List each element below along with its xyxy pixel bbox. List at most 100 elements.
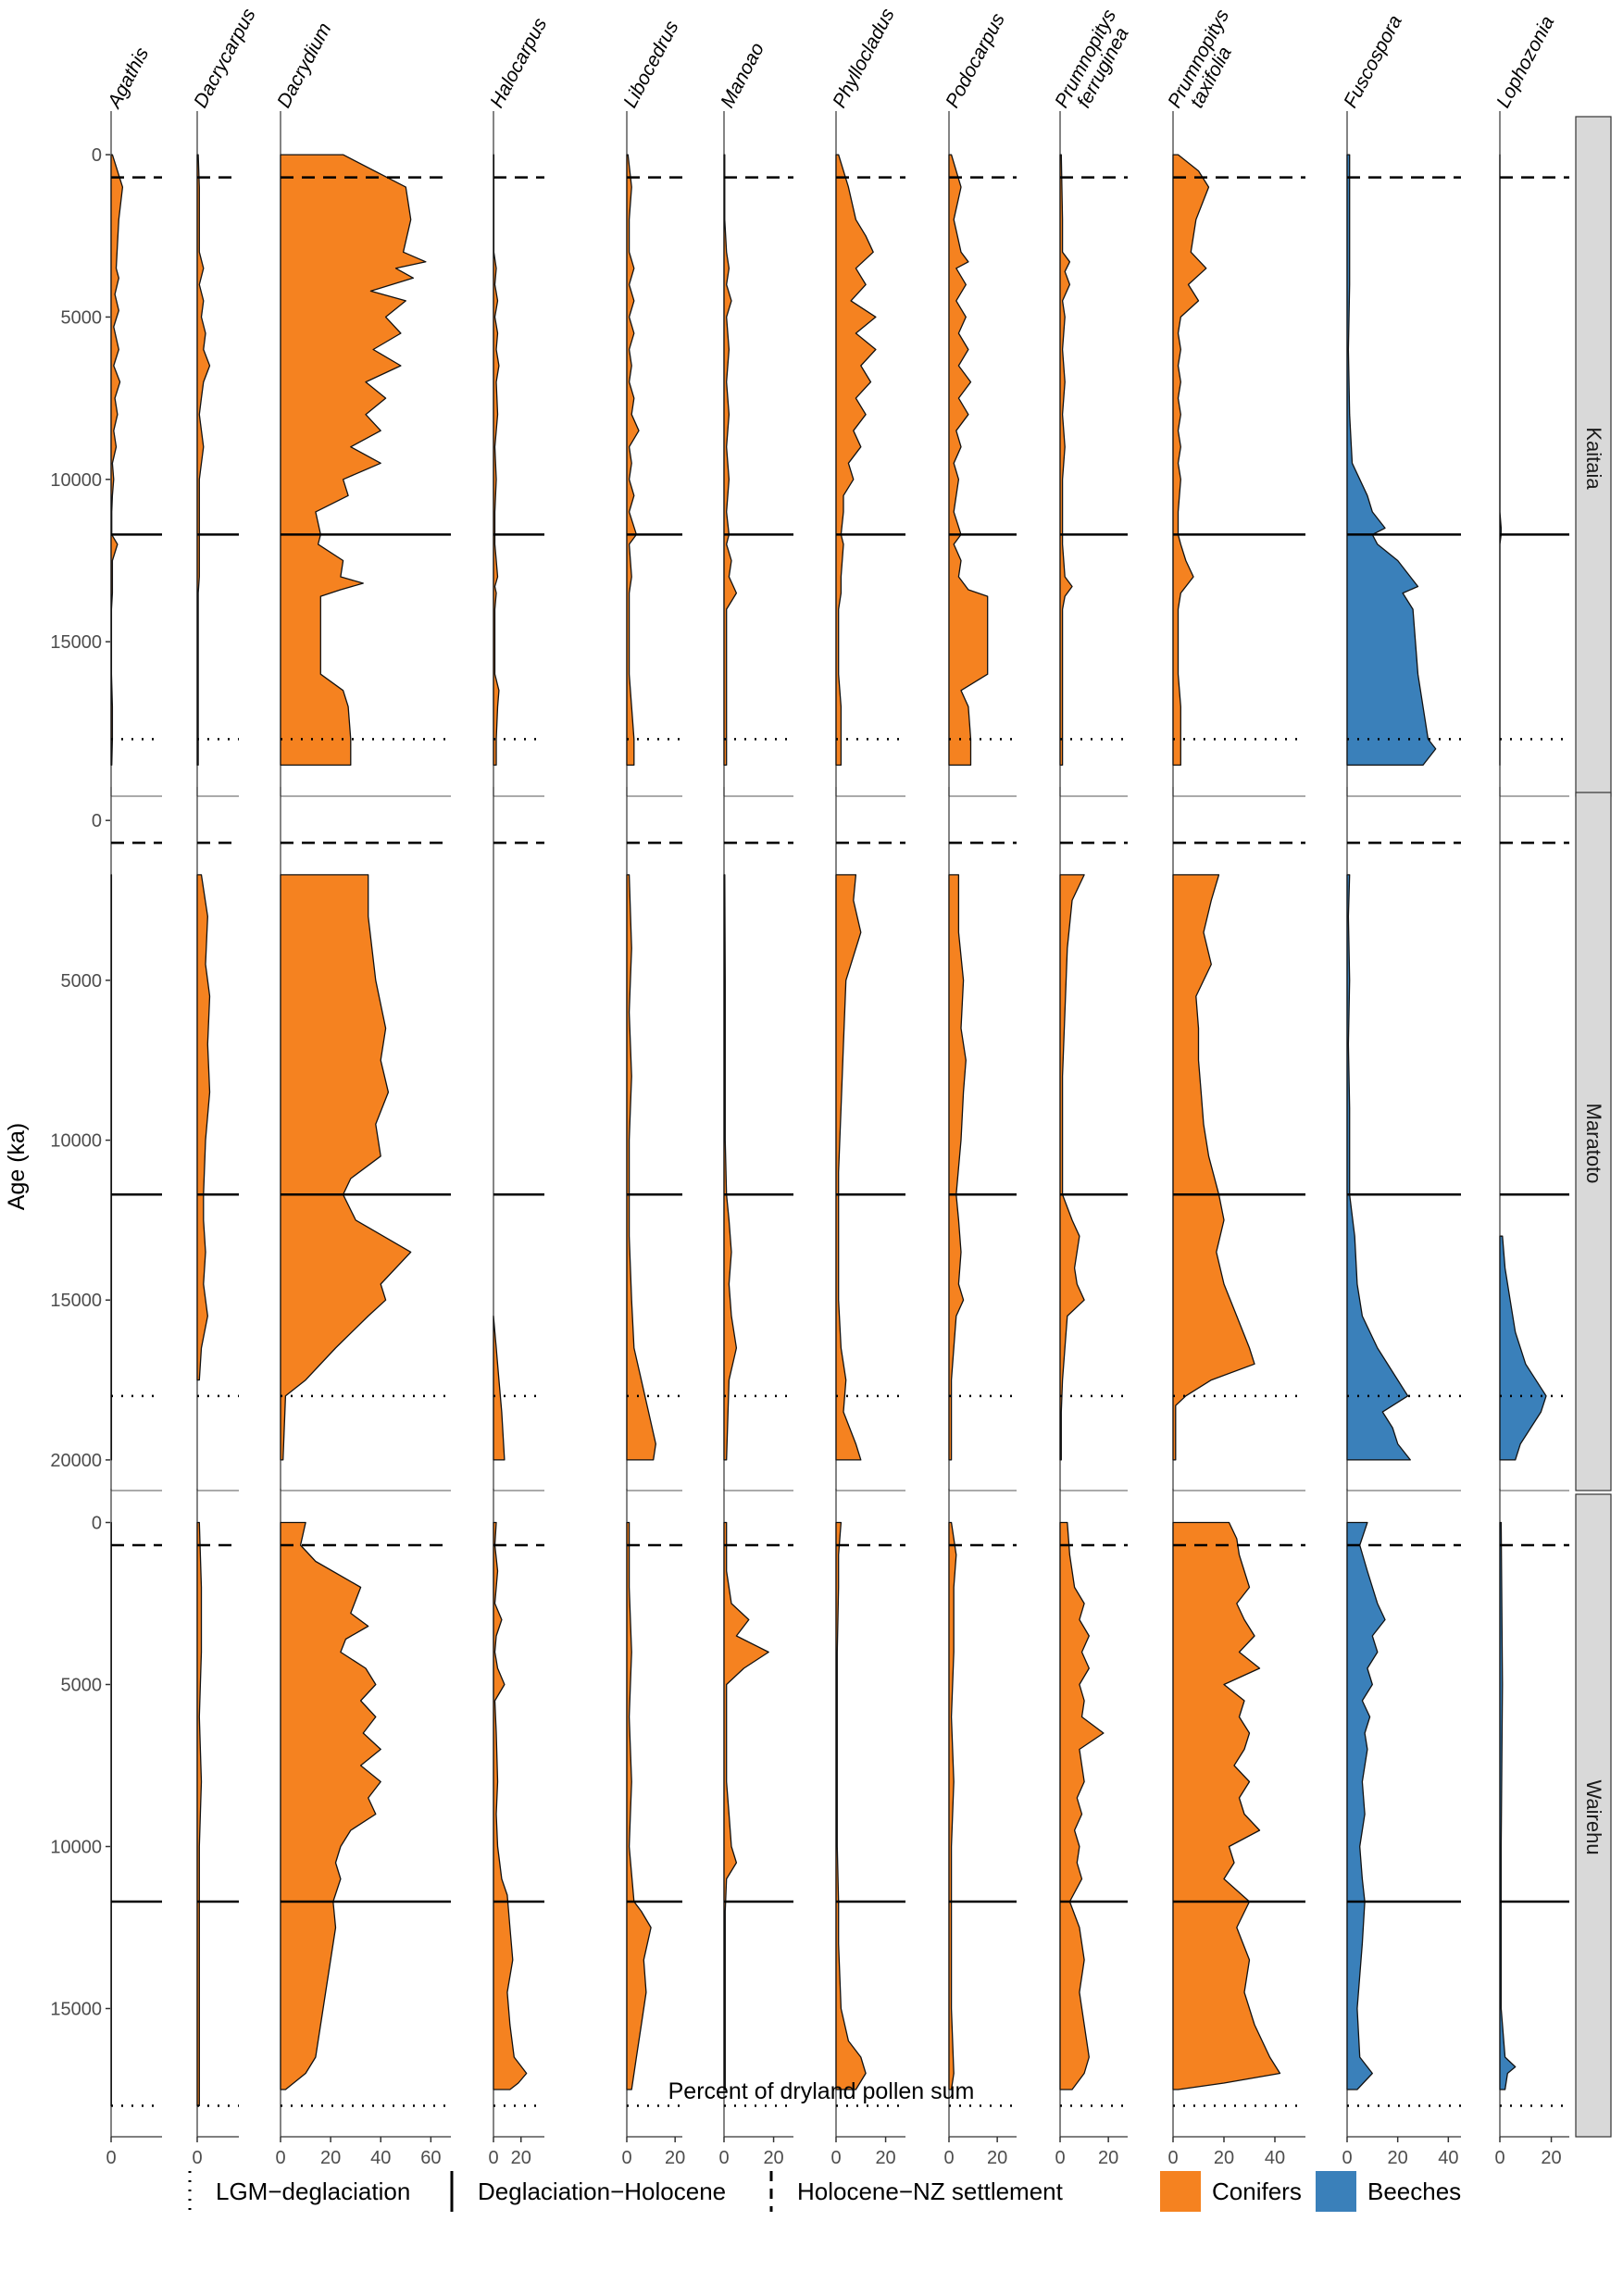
y-axis-title: Age (ka) (4, 1123, 30, 1210)
panel-wairehu-lophozonia: 0 20 (1494, 1489, 1569, 2168)
strip-wairehu: Wairehu (1575, 1493, 1612, 2138)
panel-kaitaia-fuscospora (1346, 111, 1461, 797)
y-tick-label: 15000 (50, 632, 102, 653)
pollen-curve (1499, 1235, 1547, 1461)
pollen-curve (1059, 154, 1073, 767)
panel-wairehu-phyllocladus: 0 20 (830, 1489, 905, 2168)
taxon-title-line: Fuscospora (1340, 12, 1406, 112)
pollen-curve (280, 154, 427, 767)
pollen-curve (835, 1521, 867, 2090)
x-tick-label: 20 (1388, 2148, 1408, 2168)
strip-box (1575, 1493, 1612, 2138)
pollen-curve (196, 874, 211, 1381)
taxon-title-manoao: Manoao (717, 39, 768, 111)
pollen-curve (493, 1521, 528, 2090)
legend-label: Beeches (1367, 2177, 1461, 2205)
panel-wairehu-podocarpus: 0 20 (943, 1489, 1017, 2168)
taxon-title-line: Libocedrus (619, 17, 683, 111)
panel-kaitaia-phyllocladus (835, 111, 905, 797)
panel-wairehu-dacrydium: 0 20 40 60 (275, 1489, 451, 2168)
pollen-curve (280, 874, 412, 1461)
taxon-title-halocarpus: Halocarpus (486, 14, 551, 111)
y-tick-label: 10000 (50, 1838, 102, 1858)
x-tick-label: 0 (1055, 2148, 1065, 2168)
panel-maratoto-podocarpus (948, 787, 1017, 1491)
pollen-curve (948, 154, 989, 767)
x-tick-label: 20 (320, 2148, 341, 2168)
pollen-curve (626, 154, 640, 767)
panel-kaitaia-lophozonia (1499, 111, 1569, 797)
panel-maratoto-phyllocladus (835, 787, 905, 1491)
x-tick-label: 20 (1541, 2148, 1561, 2168)
x-tick-label: 0 (106, 2148, 116, 2168)
pollen-curve (1059, 1521, 1105, 2090)
taxon-title-line: Halocarpus (486, 14, 551, 111)
x-tick-label: 20 (1214, 2148, 1234, 2168)
legend-item-conifers: Conifers (1160, 2171, 1302, 2212)
x-tick-label: 0 (718, 2148, 729, 2168)
y-tick-label: 0 (92, 145, 102, 166)
taxon-title-line: Dacrycarpus (190, 5, 260, 111)
y-tick-label: 5000 (61, 971, 103, 992)
panel-wairehu-dacrycarpus: 0 (192, 1489, 239, 2168)
taxon-title-phyllocladus: Phyllocladus (829, 5, 899, 111)
x-tick-label: 0 (621, 2148, 631, 2168)
site-row-kaitaia: 0 5000 10000 15000 (50, 111, 1569, 797)
taxon-title-podocarpus: Podocarpus (942, 9, 1009, 111)
x-tick-label: 40 (370, 2148, 391, 2168)
y-tick-label: 0 (92, 1514, 102, 1534)
x-tick-label: 20 (511, 2148, 531, 2168)
x-tick-label: 40 (1265, 2148, 1285, 2168)
pollen-curve (835, 874, 862, 1461)
x-tick-label: 0 (275, 2148, 285, 2168)
panel-maratoto-manoao (723, 787, 793, 1491)
x-tick-label: 20 (665, 2148, 685, 2168)
panel-maratoto-agathis (110, 787, 162, 1491)
legend-item-holocene-nz-settlement: Holocene−NZ settlement (769, 2171, 1064, 2212)
strip-maratoto: Maratoto (1575, 792, 1612, 1491)
taxon-title-dacrydium: Dacrydium (273, 19, 335, 111)
y-tick-label: 10000 (50, 1131, 102, 1152)
panel-kaitaia-prumnopitys-ferruginea (1059, 111, 1128, 797)
taxon-title-line: Lophozonia (1492, 13, 1558, 112)
strip-label: Wairehu (1582, 1779, 1605, 1854)
pollen-curve (626, 1521, 652, 2090)
panel-maratoto-prumnopitys-taxifolia (1172, 787, 1305, 1491)
pollen-curve (835, 154, 877, 767)
panel-wairehu-fuscospora: 0 20 40 (1342, 1489, 1461, 2168)
y-tick-label: 0 (92, 811, 102, 831)
taxon-title-dacrycarpus: Dacrycarpus (190, 5, 260, 111)
pollen-curve (1346, 154, 1437, 767)
legend-label: Holocene−NZ settlement (797, 2177, 1064, 2205)
x-tick-label: 0 (1342, 2148, 1352, 2168)
legend-swatch (1316, 2171, 1356, 2212)
taxon-title-libocedrus: Libocedrus (619, 17, 683, 111)
taxon-title-line: Dacrydium (273, 19, 335, 111)
legend-swatch (1160, 2171, 1201, 2212)
pollen-curve (1499, 154, 1503, 767)
pollen-curve (1059, 874, 1085, 1461)
pollen-curve (196, 1521, 203, 2107)
panel-kaitaia-libocedrus (626, 111, 682, 797)
panel-kaitaia-agathis (110, 111, 162, 797)
panel-maratoto-dacrydium (280, 787, 451, 1491)
panel-maratoto-halocarpus (493, 787, 544, 1491)
x-tick-label: 20 (987, 2148, 1007, 2168)
panel-wairehu-prumnopitys-ferruginea: 0 20 (1055, 1489, 1128, 2168)
panel-kaitaia-manoao (723, 111, 793, 797)
x-tick-label: 0 (1494, 2148, 1504, 2168)
pollen-curve (723, 1521, 769, 2090)
taxon-title-line: Manoao (717, 39, 768, 111)
pollen-curve (493, 154, 500, 767)
panel-wairehu-agathis: 0 (106, 1489, 162, 2168)
legend-label: Deglaciation−Holocene (478, 2177, 726, 2205)
panel-kaitaia-prumnopitys-taxifolia (1172, 111, 1305, 797)
panel-wairehu-libocedrus: 0 20 (621, 1489, 685, 2168)
panel-kaitaia-dacrydium (280, 111, 451, 797)
strip-box (1575, 792, 1612, 1491)
panel-kaitaia-dacrycarpus (196, 111, 239, 797)
